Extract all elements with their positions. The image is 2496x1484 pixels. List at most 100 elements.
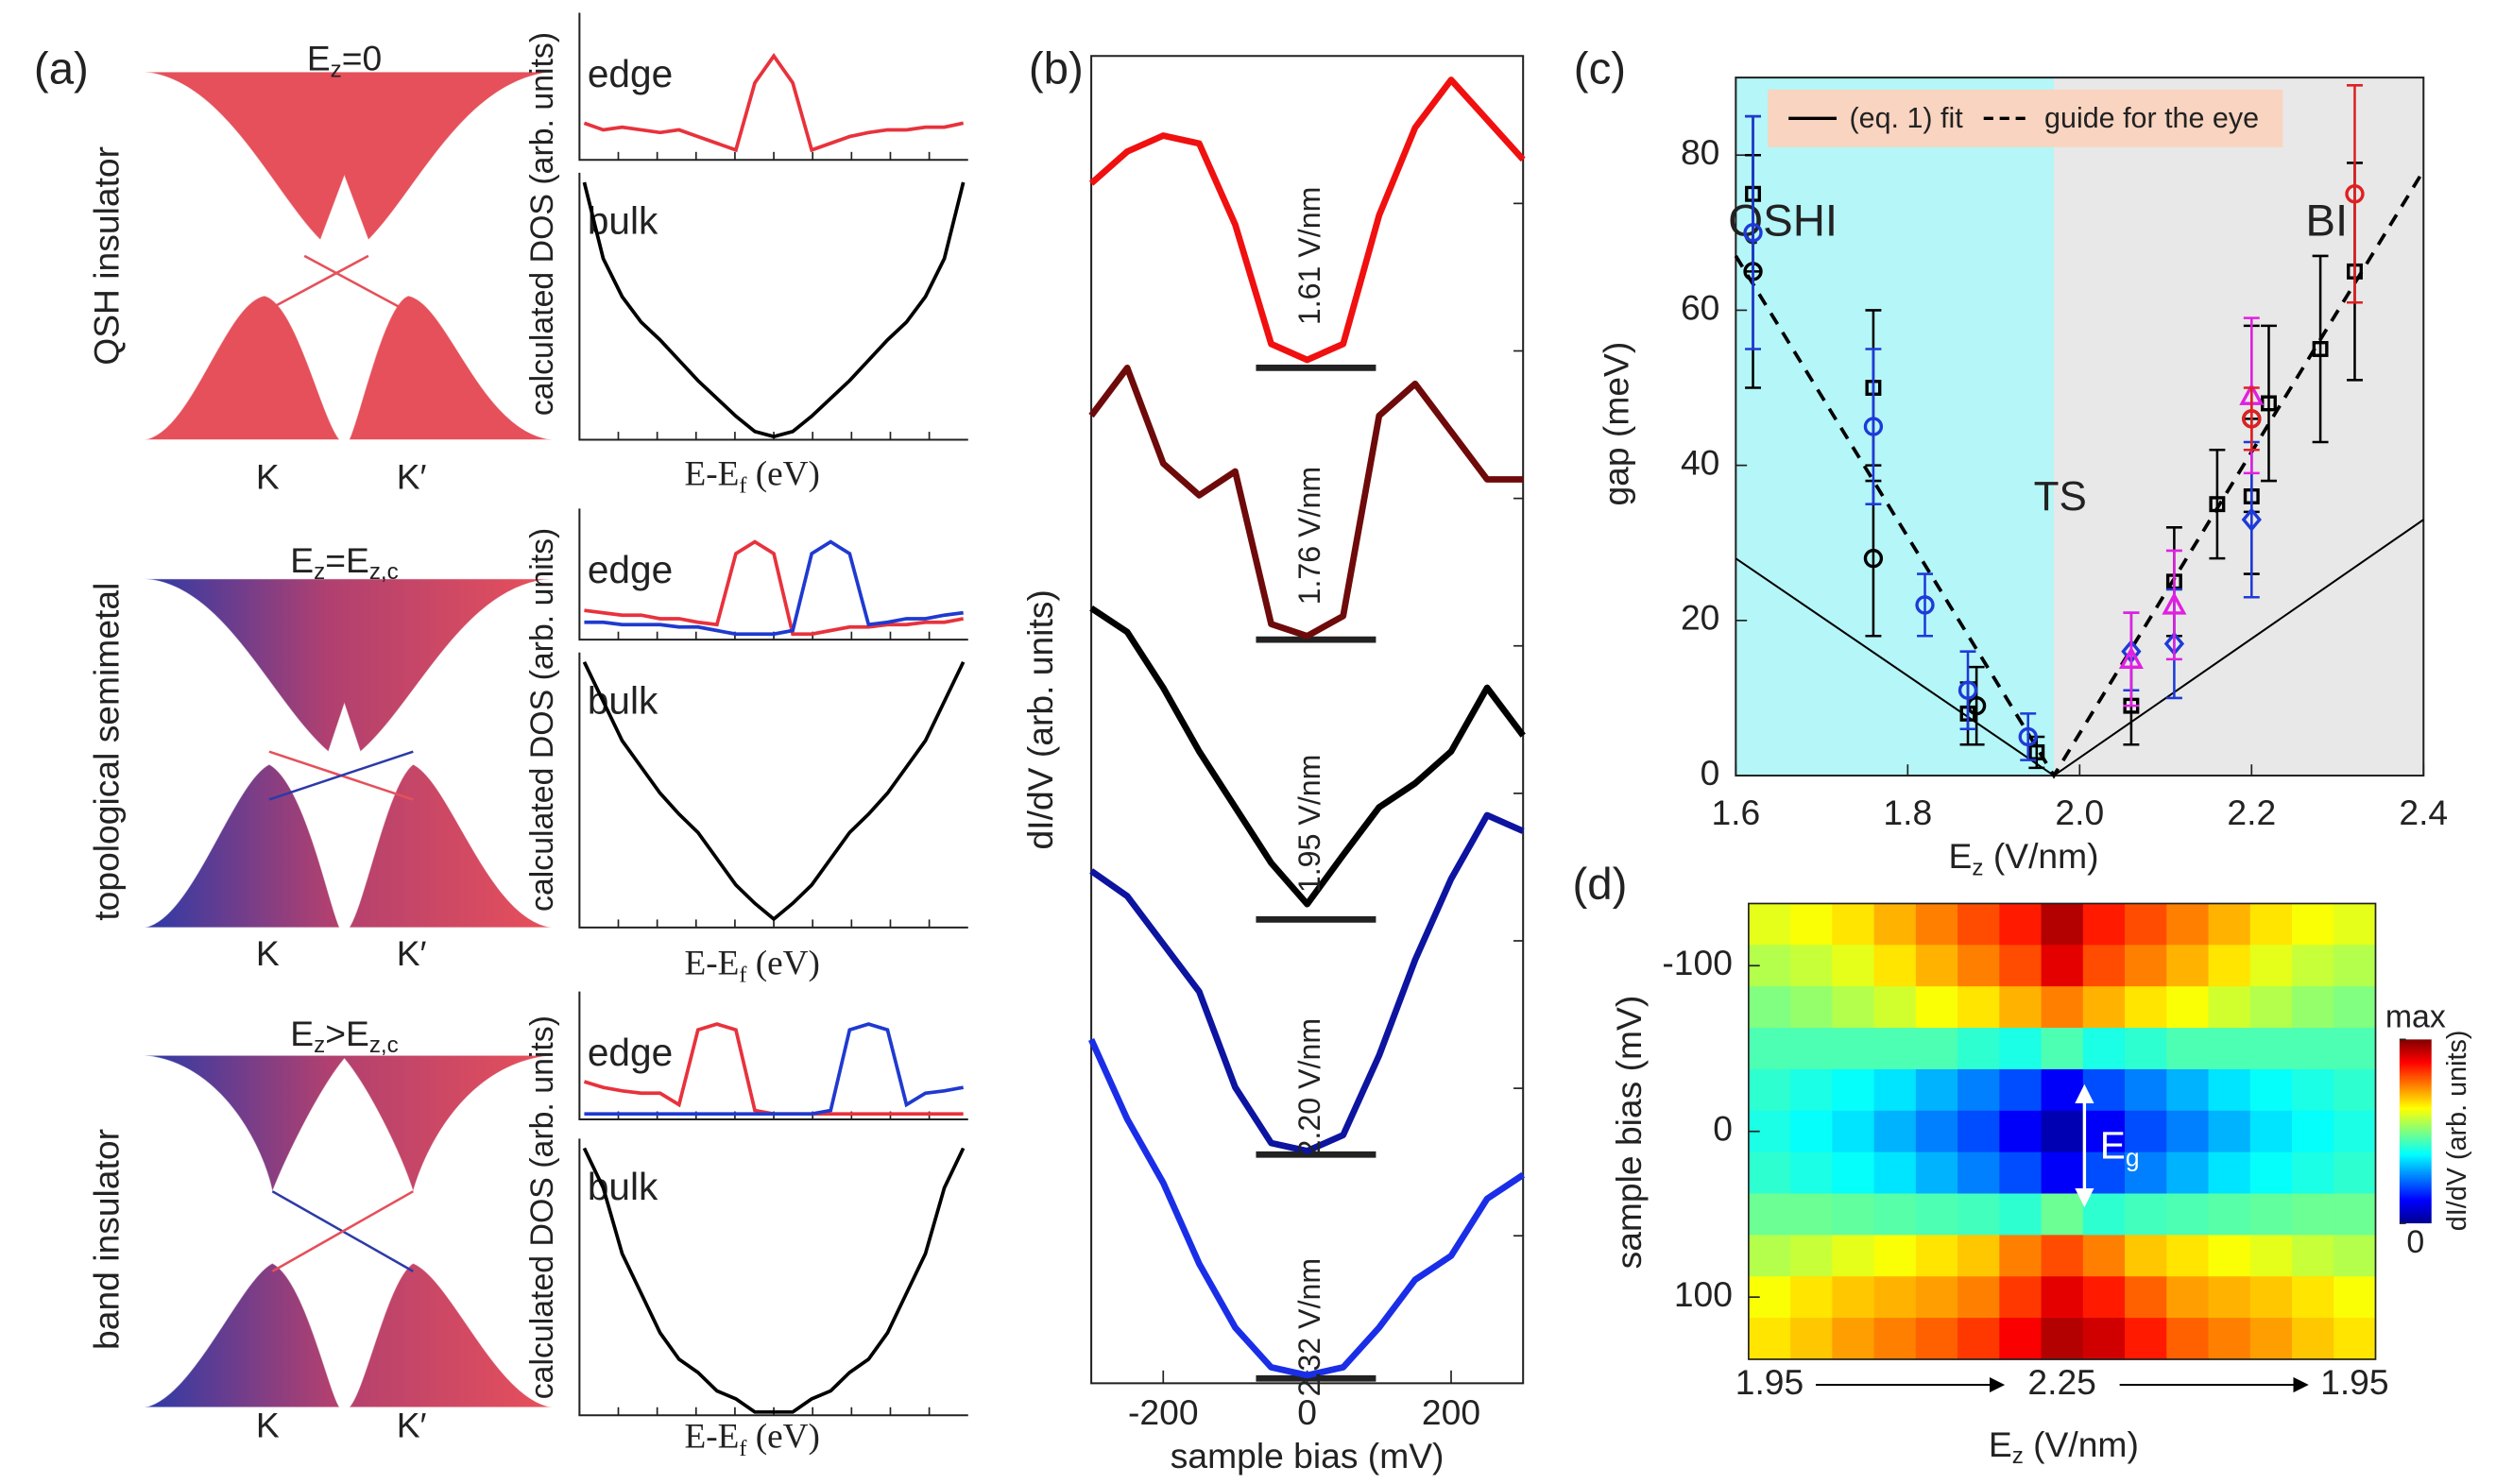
panel-label: (a): [34, 44, 89, 94]
heat-cell: [2082, 986, 2126, 1029]
dos-line: [582, 661, 966, 922]
text-part: g: [2126, 1144, 2140, 1172]
y-tick-label: 60: [1681, 287, 1719, 327]
text-part: E-E: [684, 1417, 739, 1456]
heat-cell: [2334, 1235, 2377, 1278]
heat-cell: [1832, 1235, 1875, 1278]
heat-cell: [1790, 1193, 1834, 1237]
heat-cell: [2334, 1068, 2377, 1112]
heat-cell: [2208, 945, 2251, 988]
region-label: QSHI: [1728, 196, 1838, 247]
series-label: 1.95 V/nm: [1292, 755, 1326, 894]
heat-cell: [2125, 945, 2168, 988]
band-title: Ez=0: [307, 38, 382, 83]
heat-cell: [2208, 1235, 2251, 1278]
error-bar: [2243, 386, 2260, 452]
x-tick-label: -200: [1128, 1392, 1199, 1432]
heat-cell: [2166, 1276, 2210, 1319]
error-bar: [1917, 572, 1933, 638]
heat-cell: [2292, 1193, 2335, 1237]
y-tick-label: 0: [1713, 1109, 1733, 1149]
spectrum-line: [1088, 365, 1524, 640]
region: [2054, 77, 2424, 776]
heat-cell: [2292, 1318, 2335, 1360]
x-tick-label: 1.95: [1735, 1362, 1804, 1402]
heat-cell: [2292, 1235, 2335, 1278]
heat-cell: [1957, 1151, 2001, 1195]
heat-cell: [1873, 903, 1917, 947]
marker: [2028, 743, 2045, 760]
heat-cell: [2292, 986, 2335, 1029]
axis-line: [578, 172, 968, 441]
heat-cell: [1915, 1318, 1958, 1360]
axis-line: [578, 12, 968, 162]
bulk-label: bulk: [588, 679, 658, 723]
text-part: E: [1989, 1424, 2012, 1464]
marker: [2241, 507, 2262, 532]
heat-cell: [2166, 1151, 2210, 1195]
heat-cell: [1999, 1028, 2043, 1070]
heat-cell: [1748, 1235, 1791, 1278]
heat-cell: [1790, 1028, 1834, 1070]
marker: [2312, 341, 2329, 357]
heat-cell: [2334, 1110, 2377, 1153]
heat-cell: [1915, 1276, 1958, 1319]
heat-cell: [2292, 1110, 2335, 1153]
heat-cell: [2041, 903, 2084, 947]
spectrum-line: [1089, 811, 1525, 1154]
x-tick-label: 1.6: [1711, 793, 1760, 832]
y-tick-label: 20: [1681, 598, 1719, 638]
heat-cell: [2334, 945, 2377, 988]
heat-cell: [2041, 1193, 2084, 1237]
heat-cell: [2041, 1110, 2084, 1153]
heat-cell: [2249, 1235, 2293, 1278]
y-axis-label: gap (meV): [1597, 342, 1636, 506]
error-bar: [1865, 348, 1882, 505]
heat-cell: [1873, 1110, 1917, 1153]
heat-cell: [1748, 1318, 1791, 1360]
y-axis-label: calculated DOS (arb. units): [524, 32, 560, 416]
text-part: =0: [342, 38, 382, 77]
heat-cell: [2208, 986, 2251, 1029]
edge-label: edge: [588, 548, 673, 591]
heat-cell: [1999, 1235, 2043, 1278]
error-bar: [2123, 611, 2140, 708]
heat-cell: [2125, 1193, 2168, 1237]
text-part: f: [739, 472, 747, 498]
k-label: K′: [397, 1406, 427, 1445]
heat-cell: [2208, 1276, 2251, 1319]
text-part: >E: [325, 1014, 369, 1053]
heat-cell: [1790, 1276, 1834, 1319]
k-label: K: [256, 1406, 280, 1445]
side-label: QSH insulator: [87, 146, 127, 366]
x-tick-label: 2.2: [2227, 793, 2276, 832]
region-label: BI: [2305, 196, 2348, 247]
heat-cell: [2334, 1028, 2377, 1070]
text-part: z: [331, 58, 342, 83]
heat-cell: [1957, 986, 2001, 1029]
x-tick-label: 2.25: [2027, 1362, 2095, 1402]
heat-cell: [1999, 1318, 2043, 1360]
heat-cell: [2334, 1318, 2377, 1360]
heat-cell: [2249, 1028, 2293, 1070]
marker: [1863, 417, 1884, 436]
x-axis-label: E-Ef (eV): [684, 944, 819, 987]
marker: [1743, 223, 1763, 243]
heat-cell: [2208, 903, 2251, 947]
heat-cell: [1957, 1110, 2001, 1153]
heat-cell: [2292, 1028, 2335, 1070]
heat-cell: [2249, 1068, 2293, 1112]
error-bar: [1959, 650, 1976, 731]
text-part: E: [307, 38, 331, 77]
heat-cell: [1832, 1028, 1875, 1070]
heat-cell: [2292, 1151, 2335, 1195]
heat-cell: [1957, 1235, 2001, 1278]
series-label: 2.20 V/nm: [1292, 1018, 1326, 1157]
heat-cell: [1873, 1193, 1917, 1237]
heat-cell: [2041, 986, 2084, 1029]
heat-cell: [2041, 1318, 2084, 1360]
heat-cell: [1999, 1276, 2043, 1319]
heat-cell: [1957, 1193, 2001, 1237]
text-part: z: [1972, 856, 1983, 881]
heat-cell: [1790, 1068, 1834, 1112]
